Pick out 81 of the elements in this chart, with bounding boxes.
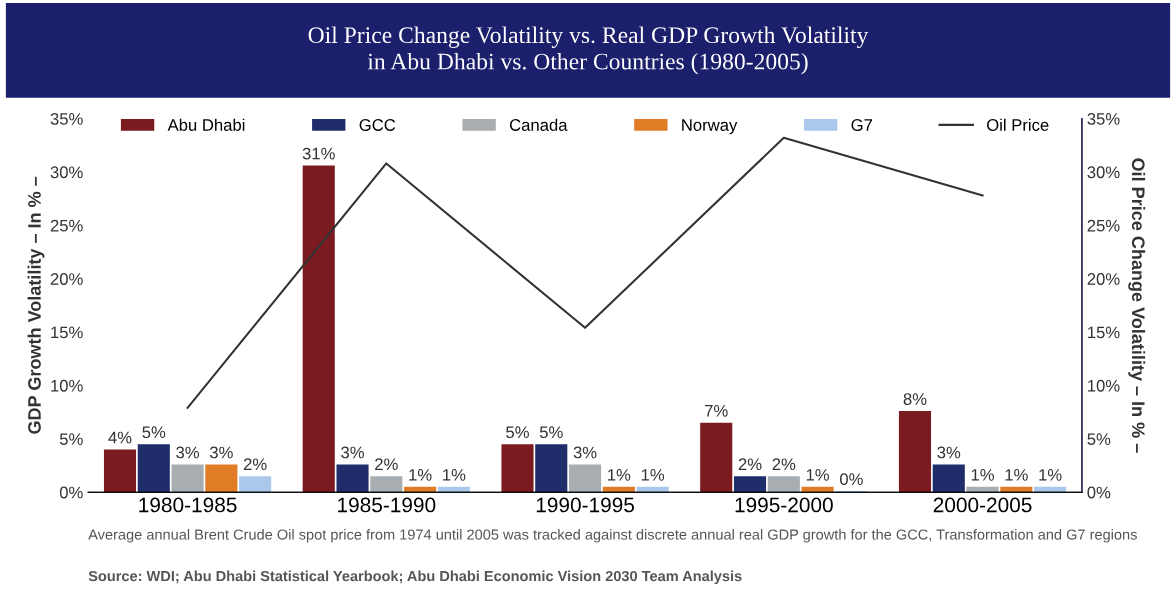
y-tick-label: 5% — [59, 433, 83, 446]
data-label: 4% — [108, 431, 132, 444]
y-tick-label: 25% — [50, 219, 83, 232]
data-label: 1% — [608, 469, 631, 481]
bar — [302, 165, 335, 493]
bar — [535, 444, 568, 493]
y-tick-label: 10% — [51, 379, 83, 392]
legend-label: G7 — [851, 119, 873, 131]
bar — [171, 464, 204, 493]
y2-tick-label: 5% — [1087, 433, 1111, 446]
bar — [501, 444, 534, 493]
bar — [569, 464, 602, 493]
data-label: 1% — [971, 469, 994, 481]
bar — [437, 486, 470, 493]
source-note: Source: WDI; Abu Dhabi Statistical Yearbook; Abu Dhabi Economic Vision 2030 Team Analysis — [88, 570, 742, 585]
legend-label: Abu Dhabi — [167, 118, 245, 131]
data-label: 3% — [176, 446, 200, 459]
x-tick-label: 1995-2000 — [735, 497, 833, 513]
bar — [767, 476, 800, 493]
y-tick-label: 0% — [59, 486, 83, 499]
x-tick-label: 2000-2005 — [933, 497, 1032, 513]
data-label: 3% — [573, 446, 597, 459]
data-label: 5% — [142, 426, 166, 439]
data-label: 0% — [839, 473, 863, 486]
data-label: 3% — [937, 446, 961, 459]
x-tick-label: 1990-1995 — [536, 497, 635, 513]
legend-label: Oil Price — [987, 118, 1049, 131]
bar — [103, 449, 137, 493]
bar — [404, 486, 437, 493]
data-label: 1% — [806, 469, 830, 481]
data-label: 3% — [341, 446, 364, 459]
y-tick-label: 20% — [50, 273, 83, 285]
y-tick-label: 15% — [51, 326, 83, 339]
y2-tick-label: 35% — [1087, 113, 1120, 125]
bar — [733, 476, 767, 493]
y2-tick-label: 15% — [1088, 326, 1120, 339]
data-label: 31% — [302, 147, 335, 160]
data-label: 1% — [443, 469, 466, 481]
bar — [932, 464, 965, 493]
bar — [336, 464, 369, 493]
data-label: 7% — [705, 405, 728, 417]
legend-label: Canada — [509, 118, 568, 131]
bar — [636, 486, 669, 493]
bar — [1000, 486, 1033, 493]
y2-tick-label: 10% — [1088, 379, 1120, 392]
y-tick-label: 35% — [50, 113, 83, 125]
legend-label: GCC — [359, 119, 396, 131]
data-label: 2% — [375, 458, 398, 471]
bar — [137, 444, 170, 493]
x-tick-label: 1980-1985 — [139, 497, 237, 513]
data-label: 2% — [772, 458, 796, 471]
data-label: 1% — [409, 469, 432, 481]
bar — [700, 422, 733, 493]
bar — [205, 464, 238, 493]
bar — [239, 476, 272, 493]
data-label: 8% — [903, 393, 927, 405]
y2-axis-title: Oil Price Change Volatility – In % – — [1128, 158, 1146, 453]
y2-tick-label: 25% — [1087, 219, 1120, 232]
bar — [966, 486, 999, 493]
x-tick-label: 1985-1990 — [338, 497, 436, 513]
y2-tick-label: 20% — [1087, 273, 1120, 285]
data-label: 3% — [209, 446, 233, 459]
data-label: 2% — [738, 458, 762, 471]
chart-title: Oil Price Change Volatility vs. Real GDP Growth Volatility in Abu Dhabi vs. Other Countries (1980-2005) — [308, 26, 869, 75]
legend-label: Norway — [682, 119, 738, 135]
data-label: 1% — [1039, 469, 1062, 481]
data-label: 1% — [1005, 469, 1028, 481]
text: Average annual Brent Crude Oil spot price from 1974 until 2005 was tracked against discrete annual real GDP growth for the GCC, Transformation and G7 regions — [88, 529, 1137, 543]
y2-tick-label: 0% — [1087, 486, 1111, 499]
bar — [898, 411, 932, 493]
y-tick-label: 30% — [50, 166, 83, 179]
y-axis-title: GDP Growth Volatility – In % – — [27, 176, 45, 434]
bar — [1034, 486, 1067, 493]
data-label: 5% — [539, 426, 563, 439]
data-label: 2% — [243, 458, 267, 471]
bar — [602, 486, 635, 493]
data-label: 1% — [641, 469, 665, 481]
bar — [801, 486, 834, 493]
y2-tick-label: 30% — [1087, 166, 1120, 179]
bar — [370, 476, 403, 493]
data-label: 5% — [506, 426, 529, 439]
